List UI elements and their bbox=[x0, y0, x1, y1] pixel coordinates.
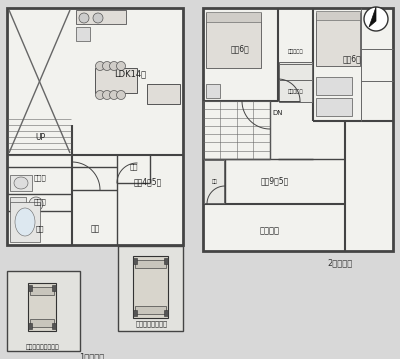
Bar bbox=[147, 84, 180, 104]
Text: LDK14畴: LDK14畴 bbox=[114, 70, 146, 79]
Bar bbox=[132, 258, 136, 264]
Text: クロ: クロ bbox=[212, 178, 218, 183]
Circle shape bbox=[102, 61, 112, 70]
Bar bbox=[30, 319, 54, 327]
Text: 母ガレージスペース: 母ガレージスペース bbox=[26, 344, 60, 350]
Text: DN: DN bbox=[273, 110, 283, 116]
Text: 洋室6畴: 洋室6畴 bbox=[231, 45, 249, 53]
Bar bbox=[28, 323, 32, 329]
Circle shape bbox=[102, 90, 112, 99]
Bar bbox=[10, 202, 40, 242]
Bar bbox=[28, 283, 56, 331]
Bar bbox=[204, 160, 224, 203]
Bar bbox=[28, 285, 32, 291]
Circle shape bbox=[110, 90, 118, 99]
Bar bbox=[206, 84, 220, 98]
Bar bbox=[206, 12, 261, 22]
Bar bbox=[118, 246, 183, 331]
Text: 洗面所: 洗面所 bbox=[34, 199, 46, 205]
Bar bbox=[316, 13, 360, 66]
Bar bbox=[30, 287, 54, 295]
Text: 和室4．5畴: 和室4．5畴 bbox=[134, 177, 162, 186]
Bar bbox=[279, 62, 312, 102]
Bar bbox=[132, 310, 136, 316]
Circle shape bbox=[29, 197, 43, 211]
Polygon shape bbox=[369, 7, 376, 27]
Bar bbox=[203, 8, 393, 251]
Bar bbox=[316, 98, 352, 116]
Text: トイレ: トイレ bbox=[34, 175, 46, 181]
Text: クロゼット: クロゼット bbox=[288, 89, 303, 93]
Ellipse shape bbox=[15, 208, 35, 236]
Bar bbox=[52, 323, 56, 329]
Text: 浴室: 浴室 bbox=[36, 226, 44, 232]
Text: UP: UP bbox=[35, 134, 45, 143]
Text: 洋室9．5畴: 洋室9．5畴 bbox=[261, 177, 289, 186]
Ellipse shape bbox=[14, 177, 28, 189]
Bar bbox=[10, 175, 32, 191]
Bar bbox=[164, 310, 168, 316]
Bar bbox=[279, 64, 312, 80]
Circle shape bbox=[93, 13, 103, 23]
Bar bbox=[76, 10, 126, 24]
Circle shape bbox=[79, 13, 89, 23]
Bar bbox=[164, 258, 168, 264]
Text: ガレージスペース: ガレージスペース bbox=[136, 321, 168, 327]
Bar bbox=[206, 13, 261, 68]
Bar bbox=[134, 260, 166, 268]
Text: 玄関: 玄関 bbox=[90, 224, 100, 233]
Bar bbox=[7, 8, 183, 245]
Circle shape bbox=[116, 61, 126, 70]
Bar bbox=[52, 285, 56, 291]
Text: クロゼット: クロゼット bbox=[288, 50, 303, 55]
Bar bbox=[76, 27, 90, 41]
Circle shape bbox=[364, 7, 388, 31]
Text: 1階平面図: 1階平面図 bbox=[79, 353, 105, 359]
Circle shape bbox=[96, 90, 104, 99]
Bar bbox=[95, 68, 137, 93]
Bar bbox=[132, 256, 168, 318]
Text: 押入: 押入 bbox=[130, 164, 138, 170]
Bar bbox=[10, 197, 26, 209]
Circle shape bbox=[96, 61, 104, 70]
Text: 2階平面図: 2階平面図 bbox=[327, 258, 353, 267]
Bar bbox=[316, 77, 352, 95]
Bar bbox=[316, 11, 360, 20]
Circle shape bbox=[116, 90, 126, 99]
Text: 洋室6畴: 洋室6畴 bbox=[343, 55, 361, 64]
Circle shape bbox=[110, 61, 118, 70]
Bar bbox=[7, 271, 80, 351]
Bar bbox=[134, 306, 166, 314]
Text: ベランダ: ベランダ bbox=[260, 227, 280, 236]
